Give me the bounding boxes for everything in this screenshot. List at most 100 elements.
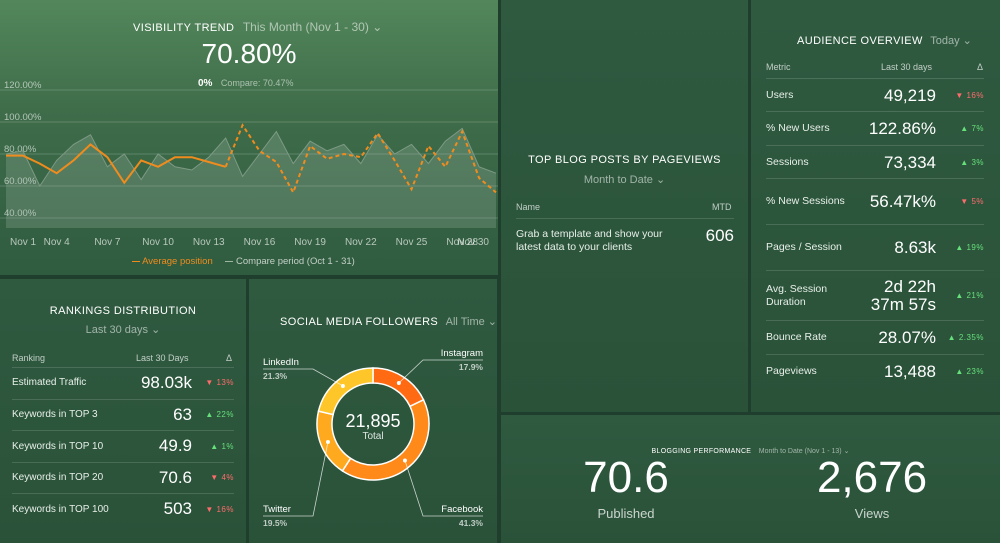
audience-delta-value: 23% (966, 366, 984, 376)
triangle-up-icon: ▲ (205, 410, 214, 419)
ranking-delta-value: 16% (216, 504, 234, 514)
legend-compare-period[interactable]: Compare period (Oct 1 - 31) (225, 256, 355, 267)
ranking-delta: ▲ 22% (192, 410, 234, 419)
legend-average-position-label: Average position (142, 256, 213, 267)
views-value: 2,676 (816, 453, 928, 502)
social-donut-chart: Instagram 17.9% Facebook 41.3% Twitter 19.5% L… (263, 348, 483, 528)
blog-col-mtd: MTD (712, 202, 732, 212)
audience-row: Bounce Rate 28.07% ▲ 2.35% (766, 320, 984, 354)
ranking-name: Keywords in TOP 20 (12, 472, 104, 483)
leader-dot (340, 383, 345, 388)
triangle-up-icon: ▲ (960, 157, 969, 167)
audience-row: % New Users 122.86% ▲ 7% (766, 111, 984, 144)
audience-delta: ▲ 23% (936, 367, 984, 376)
ranking-row: Keywords in TOP 20 70.6 ▼ 4% (12, 461, 234, 493)
blog-period-dropdown[interactable]: Month to Date ⌄ (501, 173, 748, 186)
y-tick-label: 40.00% (4, 208, 37, 219)
chevron-down-icon: ⌄ (655, 174, 666, 186)
audience-metric-name: Bounce Rate (766, 331, 827, 343)
audience-metric-name: % New Sessions (766, 195, 845, 207)
audience-metric-name: Pages / Session (766, 241, 842, 253)
trend-period-dropdown[interactable]: This Month (Nov 1 - 30) ⌄ (243, 20, 382, 34)
donut-slice-linkedin[interactable] (317, 367, 374, 416)
ranking-delta-value: 4% (221, 473, 234, 482)
x-tick-label: Nov 10 (142, 237, 174, 248)
views-label: Views (854, 506, 890, 521)
donut-label-name: Twitter (263, 504, 291, 515)
y-tick-label: 60.00% (4, 176, 37, 187)
triangle-up-icon: ▲ (955, 243, 964, 252)
triangle-up-icon: ▲ (955, 291, 964, 300)
blog-period-label: Month to Date (583, 174, 653, 186)
ranking-delta-value: 13% (216, 378, 234, 387)
audience-delta-value: 7% (971, 123, 984, 133)
compare-series-line (5, 127, 497, 188)
ranking-name: Estimated Traffic (12, 377, 87, 388)
audience-metric-name: Sessions (766, 155, 809, 168)
x-tick-label: Nov 4 (44, 237, 71, 248)
donut-label-pct: 19.5% (263, 518, 288, 528)
trend-change: 0% (198, 78, 213, 89)
legend-average-position[interactable]: Average position (132, 256, 215, 267)
y-tick-label: 120.00% (4, 80, 42, 91)
social-title: SOCIAL MEDIA FOLLOWERS (280, 316, 439, 328)
audience-delta: ▲ 3% (936, 158, 984, 167)
triangle-down-icon: ▼ (205, 378, 214, 387)
chevron-down-icon: ⌄ (843, 448, 850, 455)
x-tick-label: Nov 22 (345, 237, 377, 248)
audience-col-period: Last 30 days (881, 62, 933, 72)
visibility-trend-title: VISIBILITY TREND (133, 22, 235, 34)
performance-title: BLOGGING PERFORMANCE (651, 448, 752, 455)
audience-metric-name: Avg. Session Duration (766, 282, 828, 308)
audience-delta: ▼ 5% (936, 197, 984, 206)
audience-delta-value: 16% (966, 90, 984, 100)
visibility-trend-panel: VISIBILITY TREND This Month (Nov 1 - 30)… (0, 0, 498, 275)
triangle-down-icon: ▼ (960, 197, 969, 206)
donut-label-name: Instagram (441, 348, 483, 359)
rankings-header-divider (12, 367, 234, 368)
audience-delta-value: 3% (971, 157, 984, 167)
audience-value: 13,488 (884, 361, 936, 381)
audience-row: Pageviews 13,488 ▲ 23% (766, 354, 984, 387)
audience-row: Users 49,219 ▼ 16% (766, 78, 984, 111)
audience-metric-name: Pageviews (766, 364, 817, 377)
x-tick-label: Nov 1 (10, 237, 37, 248)
ranking-row: Keywords in TOP 3 63 ▲ 22% (12, 398, 234, 430)
ranking-row: Keywords in TOP 100 503 ▼ 16% (12, 493, 234, 524)
rankings-period-dropdown[interactable]: Last 30 days ⌄ (0, 323, 246, 336)
social-total-label: Total (362, 431, 384, 442)
ranking-value: 63 (173, 404, 192, 424)
trend-value: 70.80% (201, 38, 297, 69)
rankings-period-label: Last 30 days (85, 324, 149, 336)
audience-delta: ▲ 2.35% (936, 333, 984, 342)
triangle-down-icon: ▼ (955, 90, 964, 100)
audience-col-metric: Metric (766, 62, 791, 72)
rankings-title: RANKINGS DISTRIBUTION (49, 305, 197, 317)
social-period-dropdown[interactable]: All Time ⌄ (446, 316, 497, 328)
triangle-up-icon: ▲ (960, 123, 969, 133)
ranking-name: Keywords in TOP 3 (12, 409, 98, 420)
rankings-col-delta: Δ (226, 353, 233, 363)
leader-line (404, 460, 483, 517)
blog-post-link[interactable]: Grab a template and show your latest dat… (516, 228, 663, 253)
audience-value: 8.63k (894, 238, 936, 257)
audience-value: 2d 22h 37m 57s (870, 276, 936, 314)
triangle-up-icon: ▲ (947, 333, 957, 342)
ranking-row: Estimated Traffic 98.03k ▼ 13% (12, 367, 234, 398)
performance-period-dropdown[interactable]: Month to Date (Nov 1 - 13) ⌄ (759, 448, 850, 455)
visibility-trend-chart: 120.00% 100.00% 80.00% 60.00% 40.00% Nov 1 Nov… (0, 80, 498, 248)
audience-period-dropdown[interactable]: Today ⌄ (930, 35, 972, 47)
top-blog-posts-panel: TOP BLOG POSTS BY PAGEVIEWS Month to Dat… (501, 0, 748, 412)
x-tick-label: Nov 28 (446, 237, 478, 248)
triangle-down-icon: ▼ (205, 504, 214, 514)
x-tick-label: Nov 7 (94, 237, 121, 248)
donut-slice-instagram[interactable] (372, 367, 425, 408)
x-tick-label: Nov 16 (244, 237, 276, 248)
trend-compare: Compare: 70.47% (220, 78, 294, 88)
leader-line (263, 441, 329, 517)
audience-metric-name: Users (766, 88, 794, 101)
audience-delta: ▲ 19% (936, 243, 984, 252)
compare-series-area (6, 128, 496, 228)
blog-header-divider (516, 218, 734, 219)
blog-col-name: Name (516, 202, 541, 212)
